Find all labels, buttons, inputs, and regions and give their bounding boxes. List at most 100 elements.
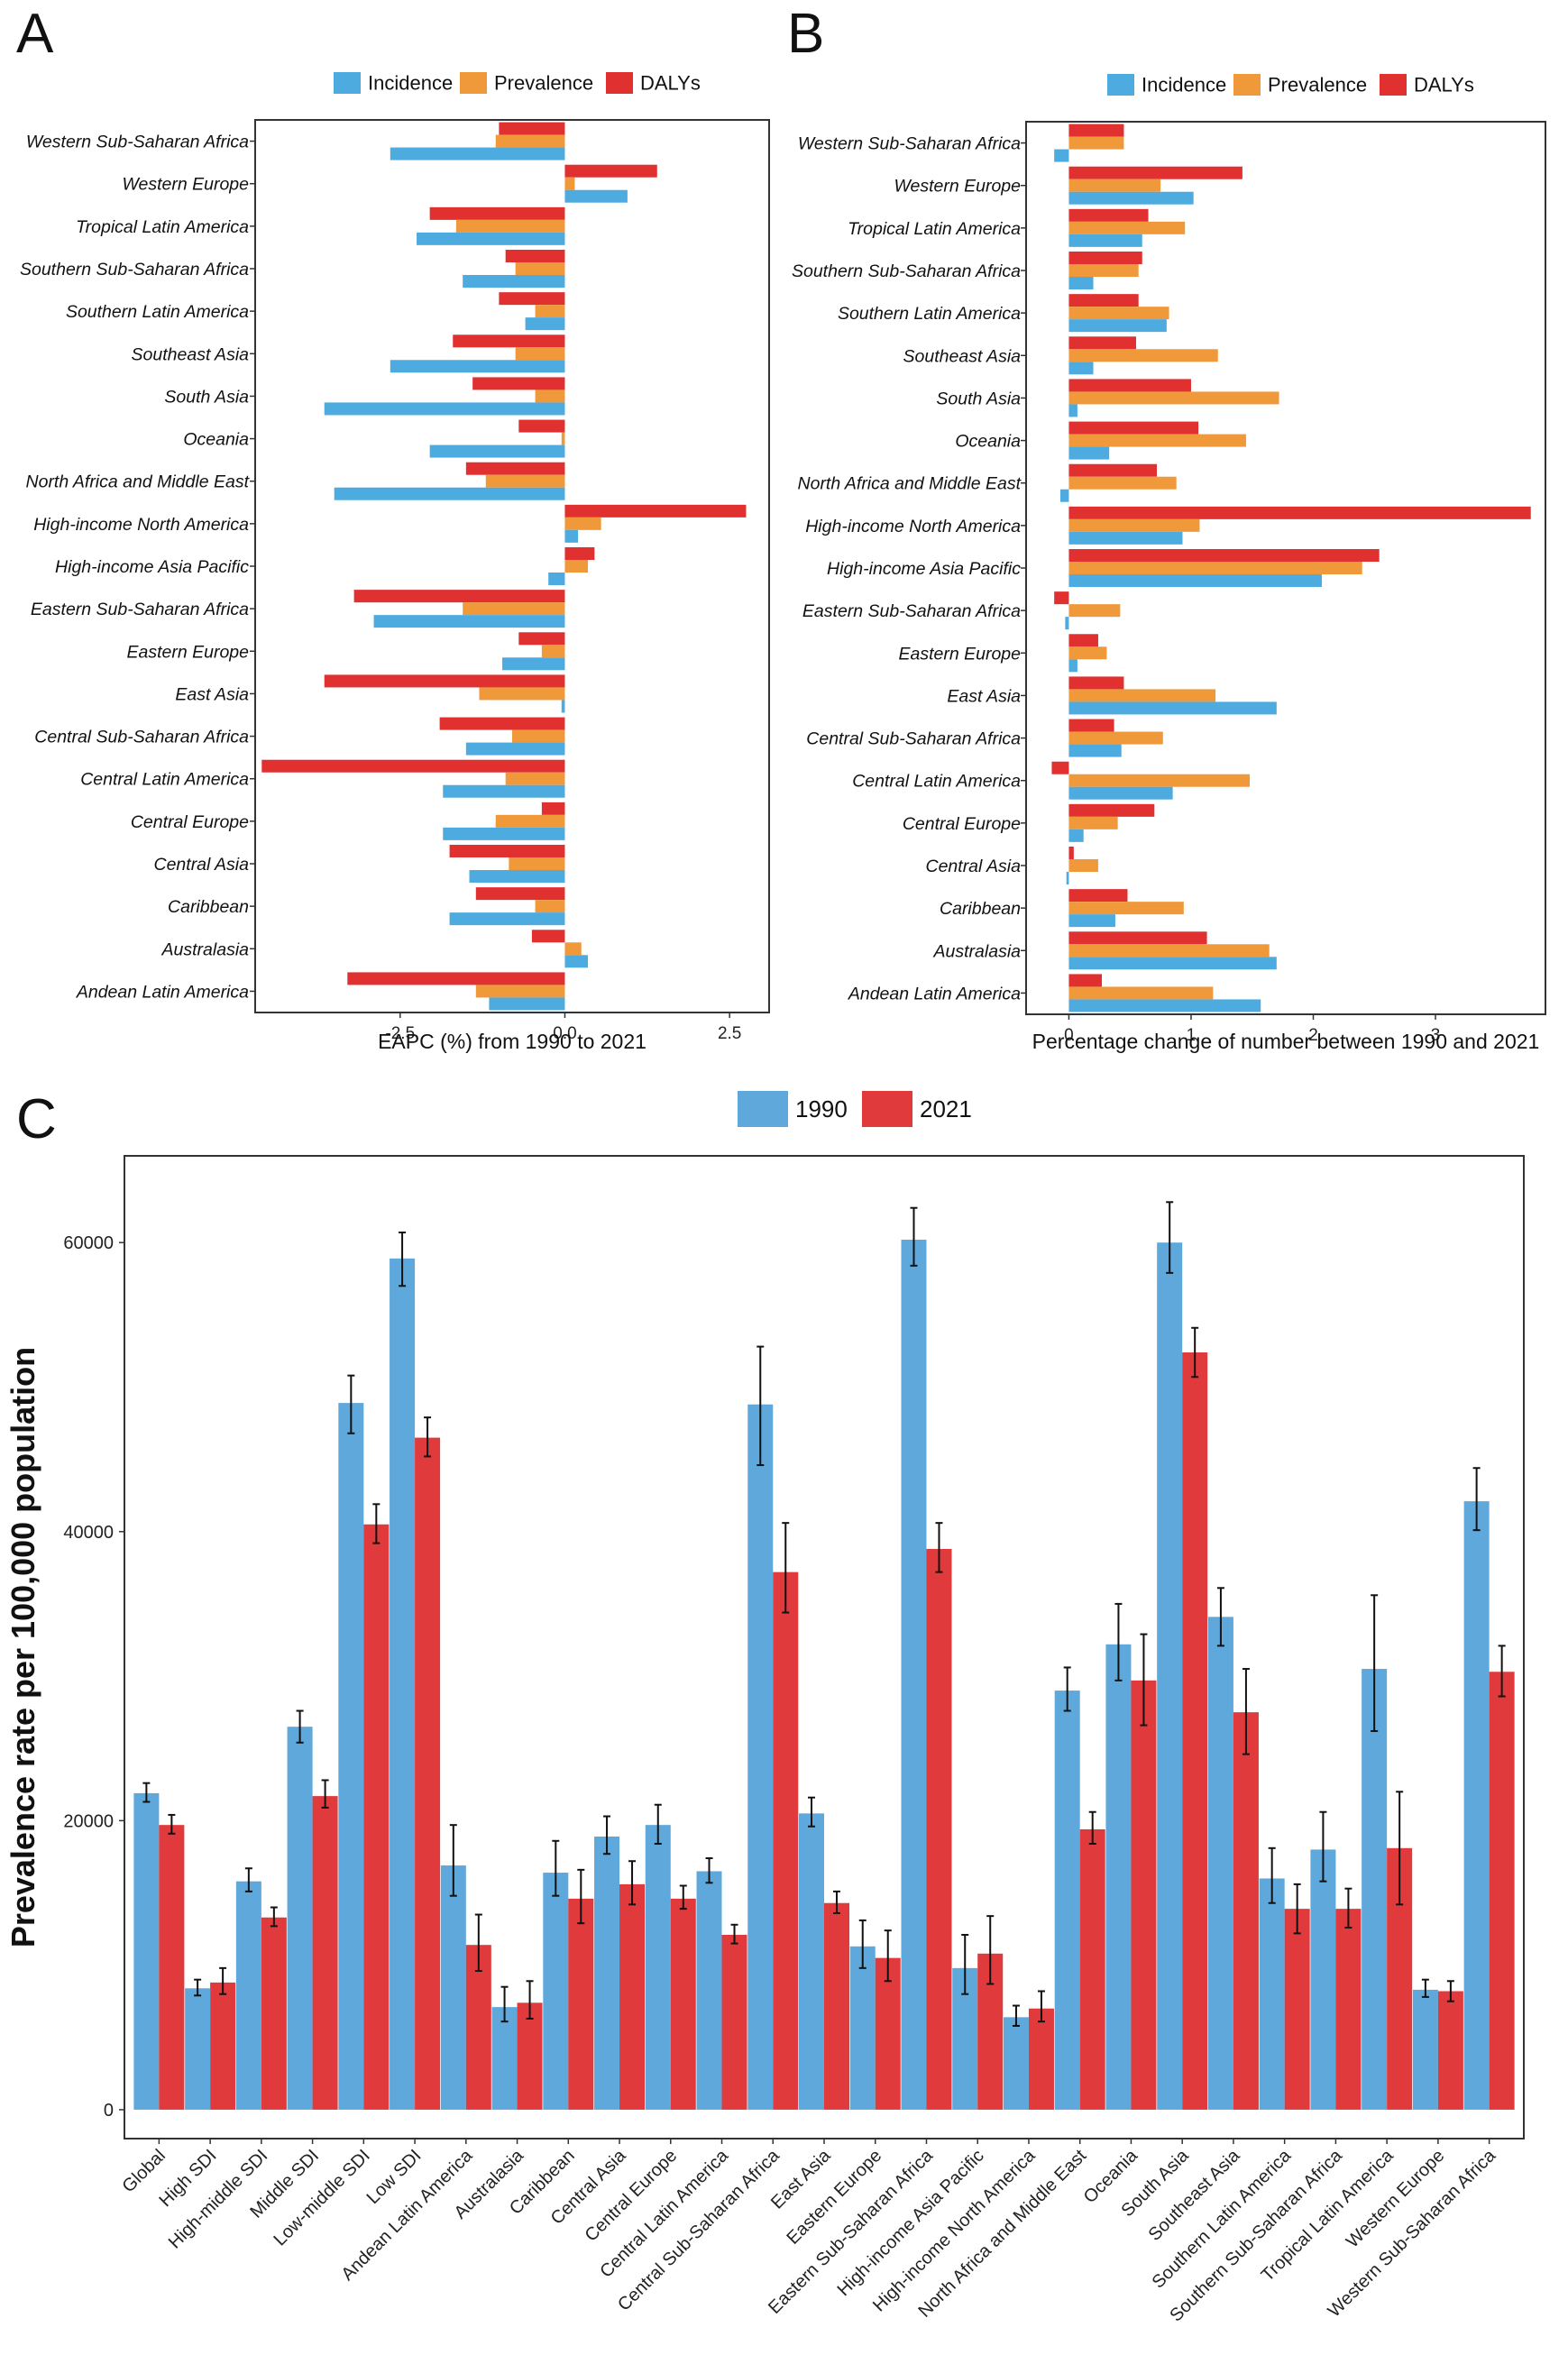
bar-incidence — [1068, 191, 1194, 205]
bar-dalys — [541, 802, 565, 815]
category-label: Eastern Europe — [126, 642, 249, 662]
category-label: Central Sub-Saharan Africa — [806, 729, 1021, 749]
bar-incidence — [1068, 829, 1084, 842]
bar-dalys — [465, 462, 565, 475]
legend-label-incidence: Incidence — [1142, 74, 1226, 96]
bar-incidence — [1065, 617, 1069, 630]
legend-label-incidence: Incidence — [368, 72, 453, 95]
category-label: Western Europe — [894, 177, 1021, 197]
bar-2021 — [1028, 2008, 1054, 2110]
bar-dalys — [1068, 549, 1380, 562]
bar-dalys — [429, 206, 565, 220]
panel-b-plot: Western Sub-Saharan Africa Western Europe… — [792, 124, 1531, 1045]
bar-2021 — [261, 1917, 287, 2110]
category-label: Central Latin America — [852, 772, 1021, 792]
panel-b-legend: Incidence Prevalence DALYs — [1107, 74, 1474, 96]
bar-dalys — [324, 674, 565, 688]
category-label: High-income Asia Pacific — [827, 559, 1021, 579]
x-tick-label: 0 — [1064, 1026, 1074, 1045]
category-label: High-income North America — [33, 515, 249, 535]
bar-prevalence — [1068, 349, 1218, 362]
panel-a-legend: Incidence Prevalence DALYs — [334, 72, 701, 95]
bar-2021 — [1233, 1712, 1259, 2110]
bar-prevalence — [1068, 434, 1246, 447]
bar-prevalence — [1068, 902, 1184, 915]
bar-2021 — [465, 1945, 491, 2110]
bar-1990 — [390, 1258, 416, 2110]
legend-label-dalys: DALYs — [640, 72, 701, 95]
bar-incidence — [1066, 872, 1069, 884]
bar-incidence — [1068, 319, 1167, 333]
bar-1990 — [338, 1403, 364, 2110]
legend-label-dalys: DALYs — [1414, 74, 1474, 96]
bar-prevalence — [515, 262, 565, 275]
category-label: Southeast Asia — [132, 344, 250, 364]
bar-2021 — [517, 2002, 543, 2110]
bar-incidence — [1068, 404, 1077, 417]
bar-1990 — [1362, 1669, 1388, 2110]
bar-2021 — [670, 1898, 696, 2110]
panel-a-label: A — [16, 3, 54, 65]
category-label: Western Sub-Saharan Africa — [26, 133, 249, 152]
bar-dalys — [1068, 379, 1191, 392]
legend-swatch-prevalence — [460, 72, 487, 94]
legend-label-prevalence: Prevalence — [494, 72, 593, 95]
bar-prevalence — [505, 772, 565, 785]
category-label: Caribbean — [168, 897, 249, 917]
bar-prevalence — [1068, 774, 1251, 787]
category-label: Southern Latin America — [838, 304, 1021, 324]
bar-incidence — [1068, 786, 1173, 800]
category-label: Australasia — [161, 939, 250, 959]
bar-dalys — [1054, 591, 1069, 605]
bar-incidence — [417, 232, 565, 245]
bar-dalys — [261, 759, 565, 773]
bar-prevalence — [1068, 646, 1107, 660]
bar-dalys — [1068, 294, 1139, 307]
bar-1990 — [799, 1813, 824, 2110]
bar-2021 — [363, 1524, 390, 2110]
bar-prevalence — [1068, 518, 1200, 532]
bar-dalys — [1068, 252, 1142, 264]
bar-prevalence — [1068, 816, 1118, 829]
bar-incidence — [525, 317, 565, 331]
bar-incidence — [324, 402, 565, 416]
bar-incidence — [561, 700, 565, 713]
bar-1990 — [133, 1792, 160, 2110]
category-label: East Asia — [947, 686, 1021, 706]
bar-prevalence — [509, 857, 565, 870]
category-label: Caribbean — [940, 899, 1021, 919]
bar-incidence — [334, 487, 565, 500]
x-tick-label: 2.5 — [718, 1024, 741, 1043]
bar-1990 — [491, 2007, 518, 2110]
bar-incidence — [1068, 277, 1094, 289]
bar-incidence — [1068, 234, 1142, 247]
bar-incidence — [390, 360, 565, 373]
bar-dalys — [1068, 421, 1199, 435]
bar-1990 — [594, 1836, 620, 2110]
bar-dalys — [1068, 634, 1098, 647]
bar-2021 — [1131, 1680, 1157, 2110]
bar-dalys — [1068, 719, 1114, 732]
bar-2021 — [619, 1883, 646, 2110]
bar-prevalence — [535, 389, 565, 403]
bar-incidence — [443, 827, 565, 840]
category-label: Oceania — [183, 430, 249, 450]
bar-1990 — [901, 1239, 927, 2110]
category-label: Central Europe — [131, 812, 249, 832]
y-tick-label: 60000 — [63, 1233, 114, 1253]
bar-incidence — [1068, 914, 1115, 928]
bar-1990 — [1207, 1617, 1233, 2110]
category-label: Southern Sub-Saharan Africa — [792, 261, 1021, 281]
bar-2021 — [875, 1957, 901, 2110]
bar-dalys — [505, 250, 565, 262]
bar-dalys — [1068, 336, 1136, 350]
bar-dalys — [1068, 124, 1124, 137]
legend-swatch-2021 — [862, 1091, 912, 1127]
legend-label-prevalence: Prevalence — [1268, 74, 1367, 96]
bar-prevalence — [495, 134, 565, 148]
category-label: Central Asia — [926, 857, 1022, 876]
bar-prevalence — [475, 985, 565, 998]
bar-incidence — [469, 870, 565, 883]
category-label: Australasia — [933, 941, 1022, 961]
category-label: Western Europe — [122, 175, 249, 195]
